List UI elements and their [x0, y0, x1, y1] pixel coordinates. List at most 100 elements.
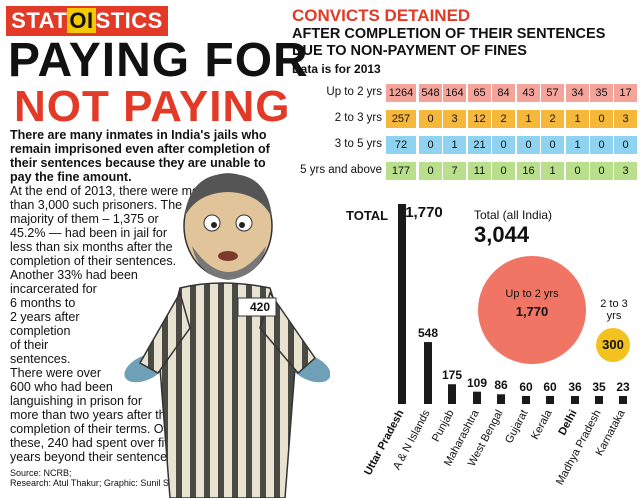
table-cell: 257 — [386, 110, 416, 128]
table-cell: 548 — [419, 84, 442, 102]
body-line: than 3,000 such prisoners. The — [10, 198, 183, 212]
bar-value-label: 109 — [466, 375, 488, 390]
source-line1: Source: NCRB; — [10, 468, 72, 478]
table-cell: 17 — [614, 84, 637, 102]
prisoner-illustration — [124, 173, 330, 498]
table-cell: 0 — [419, 136, 442, 154]
bar — [595, 396, 603, 404]
body-line: years beyond their sentences — [10, 450, 174, 464]
table-cell: 7 — [443, 162, 466, 180]
table-cell: 1 — [517, 110, 540, 128]
body-line: languishing in prison for — [10, 394, 143, 408]
table-cell: 2 — [492, 110, 515, 128]
brand-part2: OI — [67, 8, 96, 33]
circle-up-to-2-yrs-label: Up to 2 yrs — [505, 288, 559, 300]
body-line: of their — [10, 338, 49, 352]
total-label: TOTAL — [346, 208, 389, 223]
bar-value-label: 1,770 — [405, 204, 443, 221]
bar — [497, 394, 505, 404]
source-credit: Source: NCRB; Research: Atul Thakur; Gra… — [10, 468, 186, 488]
bar-value-label: 60 — [543, 380, 557, 394]
table-cell: 0 — [419, 110, 442, 128]
body-line: more than two years after the — [10, 408, 173, 422]
table-cell: 65 — [468, 84, 491, 102]
body-line: 6 months to — [10, 296, 76, 310]
brand-logo: STATOISTICS — [6, 6, 168, 36]
bar — [571, 396, 579, 404]
brand-part1: STAT — [11, 8, 68, 33]
table-cell: 0 — [566, 162, 589, 180]
table-cell: 1 — [541, 162, 564, 180]
table-cell: 34 — [566, 84, 589, 102]
table-cell: 0 — [492, 136, 515, 154]
total-all-india-label: Total (all India) — [474, 208, 553, 222]
table-cell: 35 — [590, 84, 613, 102]
table-cell: 0 — [590, 110, 613, 128]
table-cell: 11 — [468, 162, 491, 180]
row-label: 2 to 3 yrs — [334, 112, 382, 124]
circle-2-to-3-yrs-label: 2 to 3 yrs — [600, 298, 628, 322]
body-line: There were over — [10, 366, 102, 380]
table-cell: 3 — [614, 110, 637, 128]
table-cell: 1 — [443, 136, 466, 154]
table-cell: 1 — [566, 110, 589, 128]
body-line: incarcerated for — [10, 282, 97, 296]
body-line: At the end of 2013, there were more — [10, 184, 211, 198]
table-cell: 12 — [468, 110, 491, 128]
bar-value-label: 23 — [616, 380, 630, 394]
intro-text: There are many inmates in India's jails … — [10, 128, 270, 184]
table-cell: 43 — [517, 84, 540, 102]
table-cell: 1264 — [386, 84, 416, 102]
circle-2-to-3-yrs-value: 300 — [596, 328, 630, 362]
table-cell: 0 — [590, 162, 613, 180]
table-cell: 0 — [492, 162, 515, 180]
body-line: completion of their sentences. — [10, 254, 177, 268]
headline-line1: PAYING FOR — [8, 34, 309, 87]
circle-up-to-2-yrs: Up to 2 yrs 1,770 — [478, 256, 586, 364]
chart-title: CONVICTS DETAINED — [292, 6, 471, 25]
bar — [546, 396, 554, 404]
table-cell: 84 — [492, 84, 515, 102]
bar — [448, 384, 456, 404]
body-text: At the end of 2013, there were more than … — [10, 184, 210, 464]
body-line: 600 who had been — [10, 380, 113, 394]
body-line: completion of their terms. Of — [10, 422, 168, 436]
row-label: Up to 2 yrs — [326, 86, 382, 98]
table-cell: 1 — [566, 136, 589, 154]
bar-value-label: 86 — [494, 378, 508, 393]
row-label: 3 to 5 yrs — [334, 138, 382, 150]
table-cell: 0 — [614, 136, 637, 154]
body-line: 2 years after — [10, 310, 80, 324]
bar-value-label: 35 — [592, 380, 606, 394]
table-cell: 57 — [541, 84, 564, 102]
body-line: these, 240 had spent over five — [10, 436, 178, 450]
body-line: Another 33% had been — [10, 268, 138, 282]
table-cell: 16 — [517, 162, 540, 180]
bar — [424, 342, 432, 404]
prisoner-badge: 420 — [249, 300, 271, 314]
table-cell: 0 — [541, 136, 564, 154]
source-line2: Research: Atul Thakur; Graphic: Sunil Si… — [10, 478, 186, 488]
headline-line2: NOT PAYING — [14, 82, 291, 131]
bar — [473, 391, 481, 404]
bar — [619, 396, 627, 404]
body-line: completion — [10, 324, 71, 338]
row-label: 5 yrs and above — [300, 164, 382, 176]
data-note: Data is for 2013 — [292, 62, 381, 76]
table-cell: 72 — [386, 136, 416, 154]
bar-value-label: 175 — [441, 368, 463, 383]
table-cell: 3 — [614, 162, 637, 180]
brand-part3: STICS — [95, 8, 163, 33]
table-cell: 0 — [517, 136, 540, 154]
table-cell: 3 — [443, 110, 466, 128]
table-cell: 0 — [590, 136, 613, 154]
body-line: majority of them – 1,375 or — [10, 212, 159, 226]
table-cell: 177 — [386, 162, 416, 180]
bar-value-label: 36 — [568, 380, 582, 394]
bar-value-label: 60 — [519, 380, 533, 394]
bar — [398, 204, 406, 404]
table-cell: 2 — [541, 110, 564, 128]
circle-up-to-2-yrs-value: 1,770 — [515, 304, 549, 319]
table-cell: 0 — [419, 162, 442, 180]
